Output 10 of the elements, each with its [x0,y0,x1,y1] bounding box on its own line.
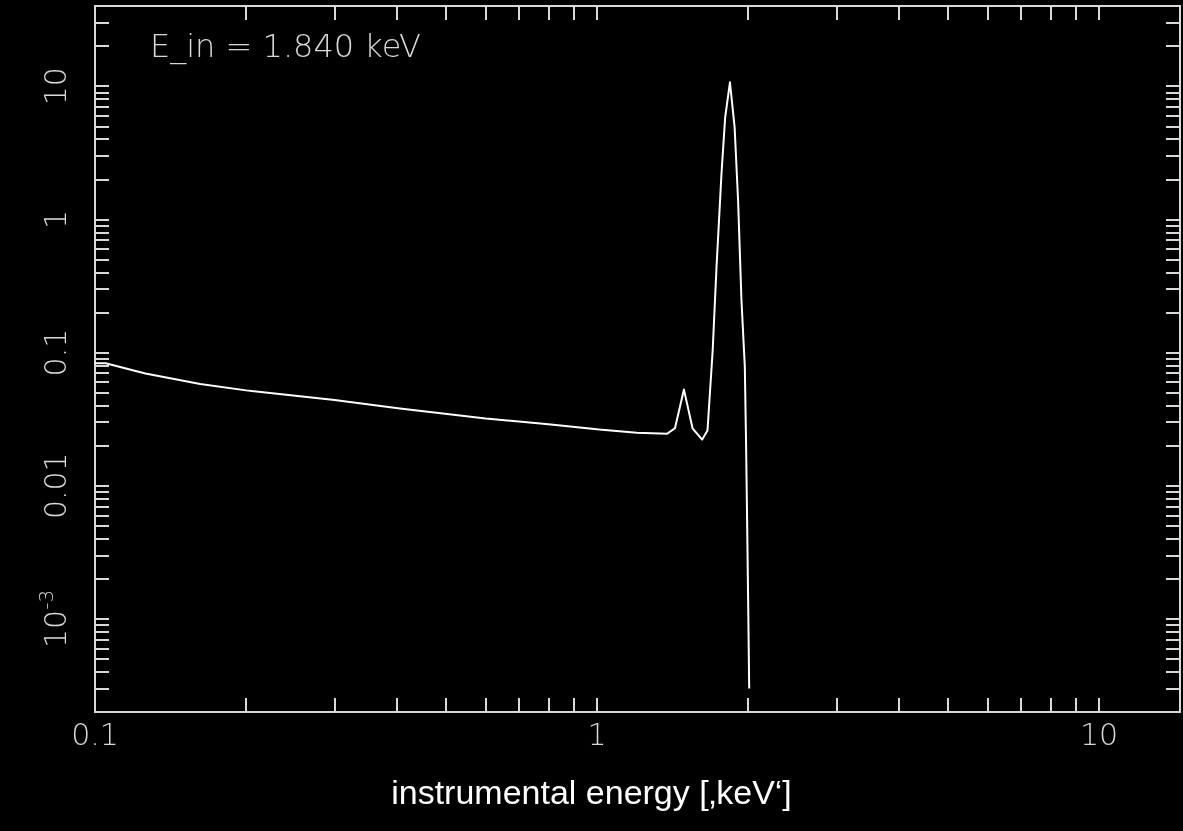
x-tick-label: 1 [587,716,607,752]
x-axis-title: instrumental energy [‚keV‘] [391,773,792,811]
y-tick-label: 0.01 [37,452,73,520]
y-tick-label: 1 [37,209,73,229]
annotation: E_in = 1.840 keV [150,27,421,65]
y-tick-label: 0.1 [37,328,73,377]
y-tick-label: 10-3 [34,589,73,648]
x-tick-label: 0.1 [71,716,119,752]
x-tick-label: 10 [1079,716,1119,752]
y-tick-label: 10 [37,67,73,106]
